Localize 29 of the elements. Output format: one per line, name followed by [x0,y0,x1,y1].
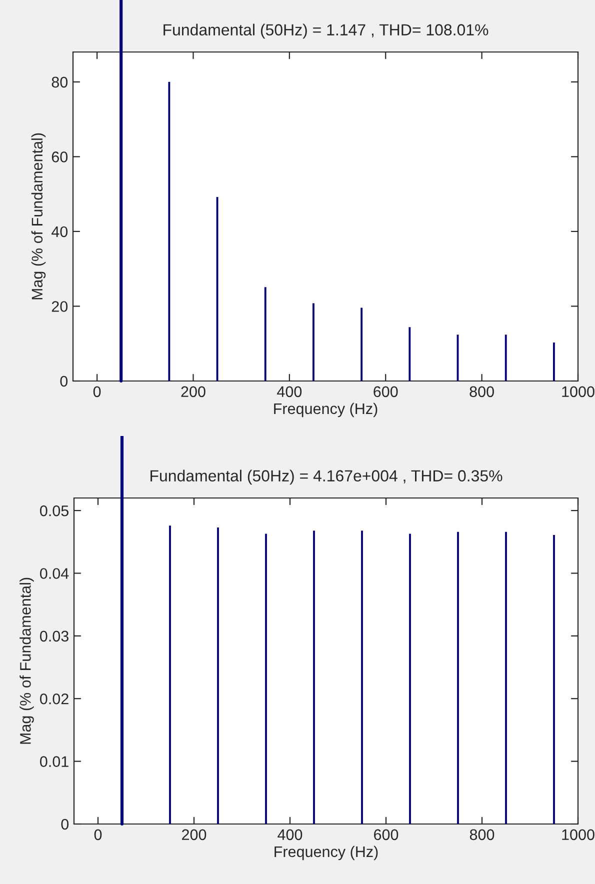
x-tick-label: 200 [182,829,206,840]
x-axis-title: Frequency (Hz) [274,402,378,418]
x-tick-label: 1000 [562,386,594,398]
x-tick-label: 200 [181,386,206,398]
x-tick-label: 1000 [562,829,594,840]
y-tick-label: 0.01 [40,756,68,767]
y-axis-title: Mag (% of Fundamental) [31,133,46,300]
y-tick-label: 20 [52,301,68,312]
x-tick-label: 0 [94,829,102,840]
y-tick-label: 0.03 [40,630,68,642]
x-tick-label: 800 [470,386,494,398]
y-axis-title: Mag (% of Fundamental) [20,578,34,744]
x-axis-title: Frequency (Hz) [274,846,378,860]
y-tick-label: 80 [52,76,68,88]
x-tick-label: 600 [374,386,398,398]
y-tick-label: 0.04 [40,568,69,579]
y-tick-label: 0.02 [40,693,68,704]
y-tick-label: 60 [52,152,68,162]
x-tick-label: 400 [278,829,302,840]
chart-title: Fundamental (50Hz) = 1.147 , THD= 108.01% [164,24,488,39]
x-tick-label: 800 [470,829,494,840]
x-tick-label: 600 [374,829,398,840]
chart-title: Fundamental (50Hz) = 4.167e+004 , THD= 0.35% [150,470,502,485]
y-tick-label: 0 [60,376,68,387]
y-tick-label: 0 [61,818,69,830]
x-tick-label: 0 [93,386,101,398]
y-tick-label: 0.05 [40,505,68,516]
x-tick-label: 400 [277,386,302,398]
y-tick-label: 40 [52,226,68,238]
